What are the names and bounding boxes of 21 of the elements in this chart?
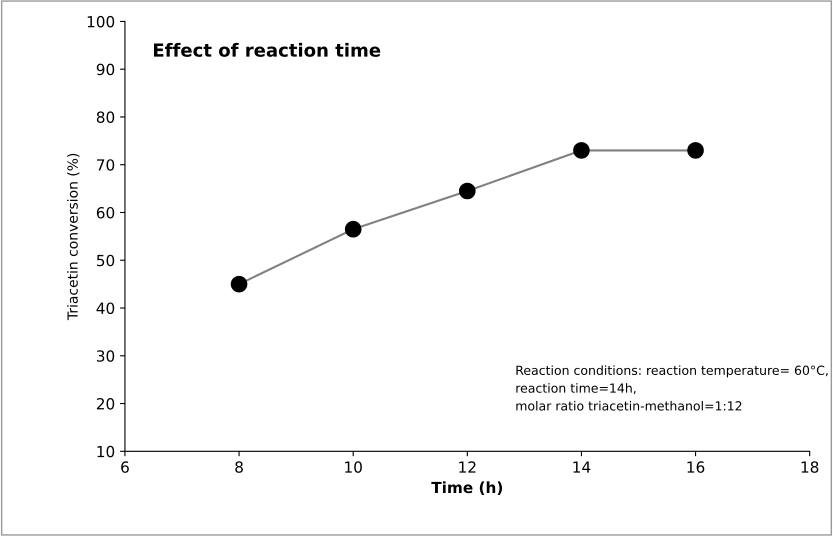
y-tick-label: 80 [96, 111, 114, 123]
y-tick-label: 90 [96, 64, 114, 76]
x-axis-title: Time (h) [431, 481, 502, 495]
x-tick-label: 12 [459, 461, 476, 473]
text: Effect of reaction time [154, 42, 380, 57]
y-tick-label: 100 [88, 16, 114, 28]
y-tick-label: 30 [96, 350, 114, 362]
y-tick-label: 10 [97, 446, 114, 458]
y-tick-label: 70 [97, 159, 114, 171]
x-tick-label: 6 [121, 461, 129, 473]
y-tick-label: 20 [96, 398, 114, 410]
x-tick-label: 14 [573, 462, 590, 473]
y-tick-label: 60 [96, 206, 114, 219]
annotation: Reaction conditions: reaction temperature= 60°C, reaction time=14h, molar ratio triacetin-methanol=1:12 [516, 365, 828, 411]
y-tick-label: 50 [96, 254, 114, 266]
x-tick-label: 16 [688, 461, 704, 473]
y-axis-title: Triacetin conversion (%) [67, 154, 80, 320]
x-tick-label: 18 [802, 461, 818, 473]
x-tick-label: 10 [345, 461, 362, 473]
y-tick-label: 40 [96, 302, 114, 314]
x-tick-label: 8 [235, 461, 243, 473]
